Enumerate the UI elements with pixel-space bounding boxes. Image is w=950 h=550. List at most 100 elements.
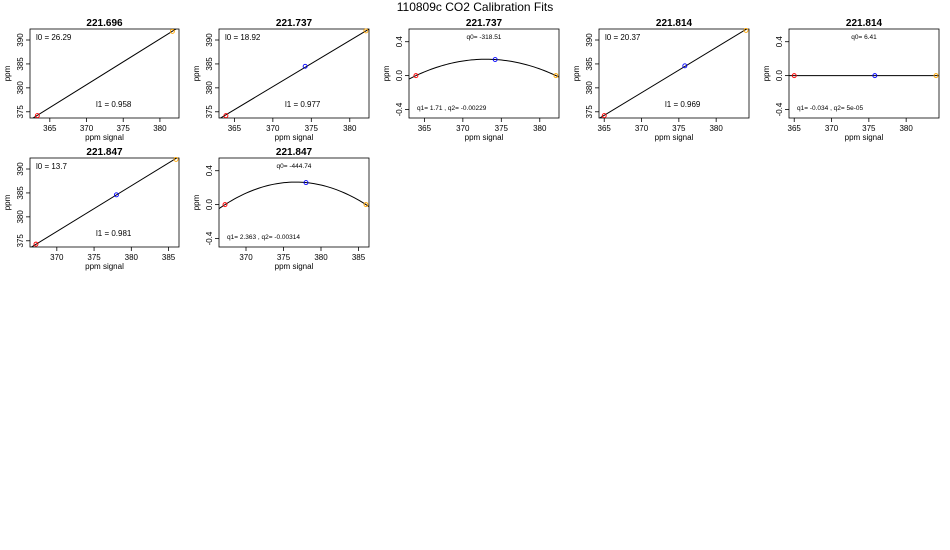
data-point	[169, 28, 175, 34]
x-tick-label: 370	[50, 253, 64, 262]
data-point	[113, 192, 119, 198]
x-axis-label: ppm signal	[85, 262, 124, 271]
y-axis-label: ppm	[3, 65, 12, 81]
chart-title: 221.847	[276, 147, 313, 158]
x-tick-label: 370	[80, 124, 94, 133]
data-point	[303, 180, 309, 186]
y-tick-label: -0.4	[395, 102, 404, 116]
plot-frame	[598, 28, 750, 119]
fit-slope-annotation: l1 = 0.969	[665, 100, 701, 109]
chart-title: 221.737	[466, 18, 503, 29]
plot-frame	[218, 28, 370, 119]
plot-frame	[788, 28, 940, 119]
x-tick-label: 385	[352, 253, 366, 262]
data-point	[553, 73, 559, 79]
y-tick-label: 0.0	[775, 70, 784, 82]
y-axis-label: ppm	[3, 194, 12, 210]
chart-title: 221.696	[86, 18, 123, 29]
x-tick-label: 375	[277, 253, 291, 262]
data-point	[872, 73, 878, 79]
y-tick-label: 0.4	[775, 36, 784, 48]
y-axis-label: ppm	[192, 65, 201, 81]
x-axis-label: ppm signal	[275, 262, 314, 271]
chart-panel-4: 221.814 365 370 375 380 375 380 385 390 ppm signa…	[572, 18, 750, 142]
chart-title: 221.847	[86, 147, 123, 158]
y-tick-label: 385	[205, 57, 214, 71]
y-tick-label: 380	[16, 210, 25, 224]
x-tick-label: 375	[87, 253, 101, 262]
plot-frame	[408, 28, 560, 119]
page-title: 110809c CO2 Calibration Fits	[396, 0, 554, 14]
fit-line	[599, 29, 748, 118]
fit-slope-annotation: l1 = 0.958	[96, 100, 132, 109]
chart-panel-1: 221.696 365 370 375 380 375 380 385 390 ppm signa…	[3, 18, 180, 142]
y-tick-label: 390	[585, 33, 594, 47]
fit-slope-annotation: l1 = 0.981	[96, 229, 132, 238]
y-tick-label: 0.0	[205, 199, 214, 211]
fit-curve	[409, 58, 559, 80]
y-tick-label: -0.4	[775, 102, 784, 116]
chart-title: 221.814	[846, 18, 883, 29]
chart-panel-3: 221.737 365 370 375 380 -0.4 0.0 0.4 ppm signal p…	[382, 18, 560, 142]
data-point	[743, 27, 749, 33]
x-tick-label: 380	[153, 124, 167, 133]
fit-line	[219, 29, 369, 118]
x-tick-label: 380	[899, 124, 913, 133]
x-tick-label: 375	[305, 124, 319, 133]
x-tick-label: 365	[43, 124, 57, 133]
y-axis-label: ppm	[382, 65, 391, 81]
x-tick-label: 370	[635, 124, 649, 133]
fit-line	[32, 29, 177, 118]
plot-frame	[29, 157, 180, 248]
data-point	[791, 73, 797, 79]
y-tick-label: 0.4	[395, 36, 404, 48]
y-axis-label: ppm	[192, 194, 201, 210]
y-tick-label: 0.4	[205, 165, 214, 177]
x-axis-label: ppm signal	[845, 133, 884, 142]
chart-panel-6: 221.847 370 375 380 385 375 380 385 390 ppm signa…	[3, 147, 180, 271]
chart-panel-5: 221.814 365 370 375 380 -0.4 0.0 0.4 ppm signal p…	[762, 18, 940, 142]
x-tick-label: 380	[314, 253, 328, 262]
data-point	[363, 28, 369, 34]
y-tick-label: 385	[16, 186, 25, 200]
fit-intercept-annotation: l0 = 26.29	[36, 33, 72, 42]
y-tick-label: 390	[16, 162, 25, 176]
fit-curve	[219, 181, 369, 210]
y-tick-label: 0.0	[395, 70, 404, 82]
data-point	[601, 113, 607, 119]
data-point	[33, 241, 39, 247]
x-axis-label: ppm signal	[465, 133, 504, 142]
x-axis-label: ppm signal	[655, 133, 694, 142]
data-point	[173, 156, 179, 162]
fit-q0-annotation: q0= 6.41	[851, 34, 877, 41]
x-tick-label: 370	[825, 124, 839, 133]
x-tick-label: 375	[862, 124, 876, 133]
x-tick-label: 370	[266, 124, 280, 133]
plot-frame	[218, 157, 370, 248]
data-point	[413, 73, 419, 79]
fit-intercept-annotation: l0 = 13.7	[36, 162, 67, 171]
x-tick-label: 375	[117, 124, 131, 133]
x-tick-label: 370	[456, 124, 470, 133]
fit-line	[30, 158, 178, 247]
x-tick-label: 380	[125, 253, 139, 262]
x-tick-label: 365	[598, 124, 612, 133]
fit-q1q2-annotation: q1= -0.034 , q2= 5e-05	[797, 105, 864, 112]
x-axis-label: ppm signal	[275, 133, 314, 142]
fit-intercept-annotation: l0 = 18.92	[225, 33, 261, 42]
chart-panel-2: 221.737 365 370 375 380 375 380 385 390 ppm signa…	[192, 18, 370, 142]
data-point	[223, 113, 229, 119]
y-tick-label: 390	[16, 33, 25, 47]
data-point	[363, 202, 369, 208]
y-tick-label: 380	[16, 81, 25, 95]
fit-q1q2-annotation: q1= 1.71 , q2= -0.00229	[417, 105, 487, 112]
y-tick-label: 380	[205, 81, 214, 95]
x-tick-label: 365	[418, 124, 432, 133]
data-point	[302, 63, 308, 69]
fit-slope-annotation: l1 = 0.977	[285, 100, 321, 109]
fit-q0-annotation: q0= -318.51	[467, 34, 502, 41]
y-tick-label: 390	[205, 33, 214, 47]
x-tick-label: 370	[239, 253, 253, 262]
